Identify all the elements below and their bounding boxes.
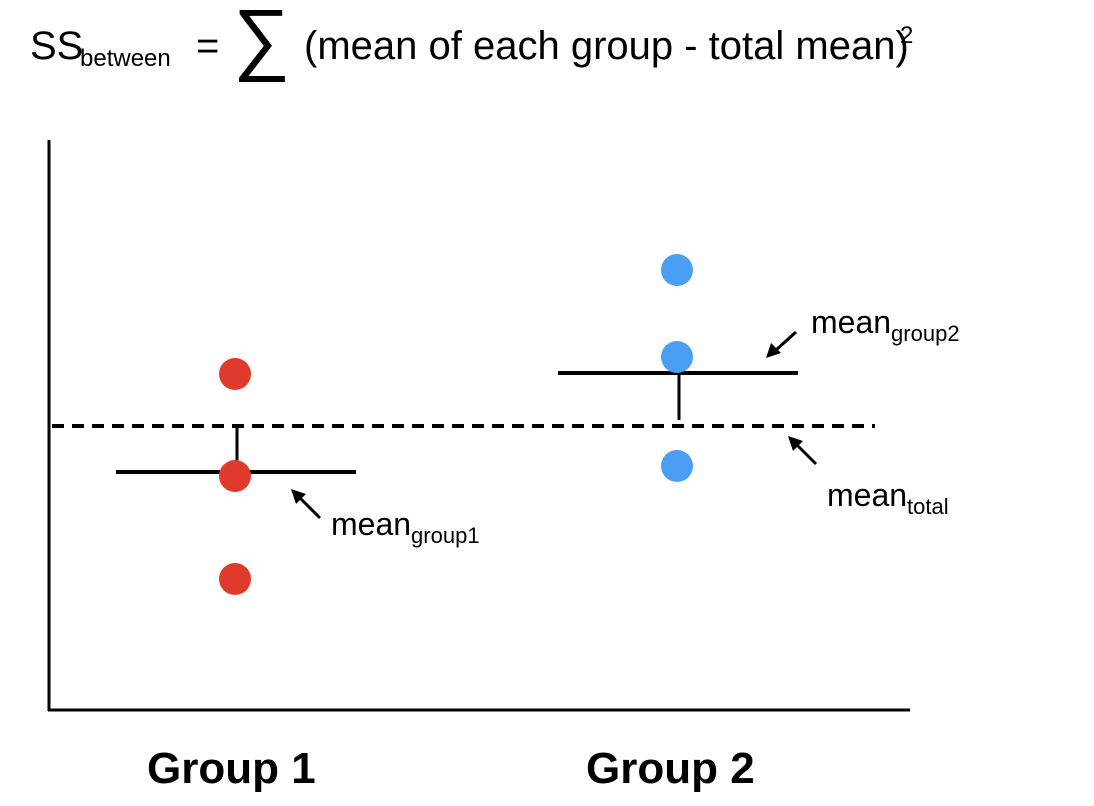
group2-point [661, 254, 693, 286]
group1-point [219, 460, 251, 492]
group2-mean-arrow [766, 330, 798, 358]
group1-mean-arrow [291, 489, 322, 520]
formula-exponent: 2 [900, 22, 914, 49]
formula-lhs-subscript: between [80, 45, 171, 72]
group1-mean-label-main: mean [331, 506, 412, 542]
total-mean-label-sub: total [907, 494, 949, 519]
formula-body: (mean of each group - total mean) [304, 24, 909, 68]
group2-mean-label-sub: group2 [891, 321, 960, 346]
group2-mean-label: meangroup2 [811, 304, 960, 346]
group2-point [661, 450, 693, 482]
total-mean-label: meantotal [827, 477, 949, 519]
group1-mean-label-sub: group1 [411, 523, 480, 548]
formula-equals: = [196, 24, 220, 68]
group2-point [661, 341, 693, 373]
group1-point [219, 358, 251, 390]
group1-point [219, 563, 251, 595]
formula-lhs: SS [30, 24, 84, 68]
group2-label: Group 2 [586, 744, 755, 793]
total-mean-arrow [788, 436, 818, 466]
group1-label: Group 1 [147, 744, 316, 793]
sigma-symbol: ∑ [233, 0, 291, 82]
total-mean-label-main: mean [827, 477, 908, 513]
group2-mean-label-main: mean [811, 304, 892, 340]
group1-mean-label: meangroup1 [331, 506, 480, 548]
formula: SS between = ∑ (mean of each group - tot… [30, 0, 1070, 100]
